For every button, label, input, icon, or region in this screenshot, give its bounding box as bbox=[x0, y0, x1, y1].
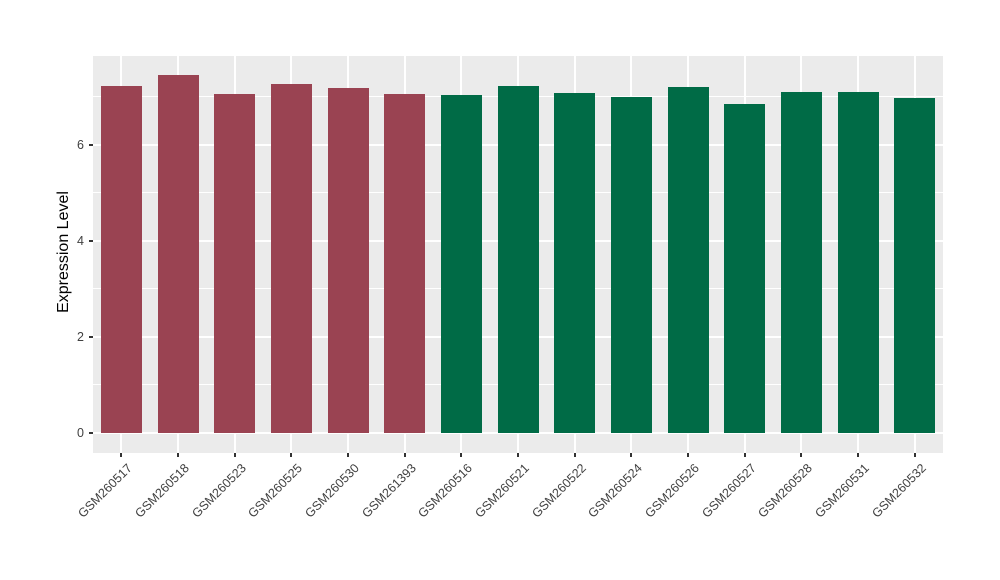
x-tick-label: GSM260516 bbox=[415, 461, 476, 521]
x-tick-mark bbox=[460, 453, 463, 457]
bar bbox=[667, 86, 709, 433]
y-tick-mark bbox=[89, 239, 93, 242]
bar bbox=[724, 104, 766, 433]
bar bbox=[100, 85, 142, 433]
x-tick-label: GSM260530 bbox=[302, 461, 362, 521]
y-tick-label: 6 bbox=[77, 137, 84, 152]
bar bbox=[894, 98, 936, 433]
x-tick-mark bbox=[403, 453, 406, 457]
x-tick-label: GSM260517 bbox=[75, 461, 136, 521]
bar bbox=[157, 74, 199, 433]
bar bbox=[610, 97, 652, 433]
x-tick-label: GSM260522 bbox=[529, 461, 589, 521]
x-tick-label: GSM260524 bbox=[585, 461, 646, 521]
x-tick-label: GSM260521 bbox=[472, 461, 532, 521]
x-tick-mark bbox=[233, 453, 236, 457]
x-tick-mark bbox=[347, 453, 349, 457]
x-tick-label: GSM260527 bbox=[699, 461, 759, 521]
plot-panel bbox=[93, 56, 943, 453]
bar bbox=[440, 95, 482, 433]
x-tick-label: GSM260525 bbox=[245, 461, 306, 521]
x-tick-label: GSM260526 bbox=[642, 461, 702, 521]
y-tick-label: 0 bbox=[77, 425, 84, 440]
x-tick-mark bbox=[177, 453, 179, 457]
x-tick-mark bbox=[573, 453, 576, 457]
bar bbox=[497, 85, 539, 433]
bar bbox=[327, 87, 369, 433]
x-tick-mark bbox=[630, 453, 633, 457]
y-tick-label: 2 bbox=[77, 329, 84, 344]
x-tick-label: GSM260523 bbox=[189, 461, 249, 521]
y-tick-label: 4 bbox=[77, 233, 84, 248]
bar bbox=[384, 94, 426, 433]
bar bbox=[270, 84, 312, 433]
x-tick-mark bbox=[800, 453, 803, 457]
x-tick-label: GSM260531 bbox=[812, 461, 872, 521]
y-tick-mark bbox=[89, 335, 93, 338]
y-tick-mark bbox=[89, 431, 93, 434]
x-tick-mark bbox=[687, 453, 689, 457]
x-tick-label: GSM260532 bbox=[869, 461, 929, 521]
x-tick-mark bbox=[517, 453, 519, 457]
bar bbox=[780, 91, 822, 433]
x-tick-label: GSM260518 bbox=[132, 461, 192, 521]
y-tick-mark bbox=[89, 143, 93, 146]
bar bbox=[554, 92, 596, 433]
x-tick-label: GSM260528 bbox=[755, 461, 816, 521]
x-tick-mark bbox=[290, 453, 293, 457]
bar bbox=[837, 91, 879, 433]
bar bbox=[214, 93, 256, 433]
x-tick-mark bbox=[857, 453, 859, 457]
x-tick-label: GSM261393 bbox=[359, 461, 419, 521]
x-tick-mark bbox=[913, 453, 916, 457]
x-tick-mark bbox=[120, 453, 123, 457]
x-tick-mark bbox=[743, 453, 746, 457]
